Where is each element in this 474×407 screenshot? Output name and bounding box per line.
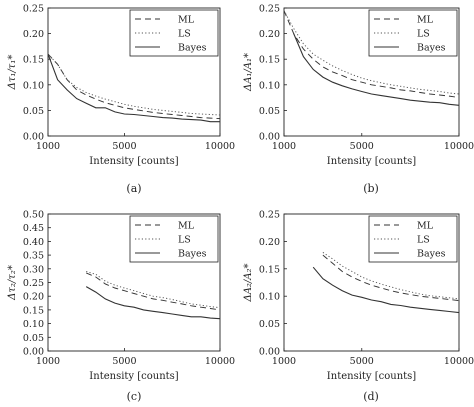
series-line-ml — [47, 53, 221, 120]
legend-label: LS — [417, 235, 430, 246]
y-tick-label: 0.45 — [23, 223, 44, 234]
legend-label: ML — [178, 221, 195, 232]
series-line-ls — [86, 271, 221, 309]
y-tick-label: 0.00 — [259, 347, 280, 358]
y-tick-label: 0.25 — [23, 4, 44, 15]
legend-label: LS — [178, 29, 191, 40]
x-tick-label: 1000 — [36, 356, 60, 367]
plot-frame — [283, 213, 460, 352]
y-axis-label: Δτ₂/τ₂* — [7, 265, 18, 301]
legend-label: ML — [178, 15, 195, 26]
series-line-ls — [47, 53, 221, 116]
legend-label: LS — [178, 235, 191, 246]
y-tick-label: 0.10 — [23, 319, 44, 330]
y-tick-label: 0.20 — [23, 29, 44, 40]
y-tick-label: 0.25 — [23, 278, 44, 289]
y-tick-label: 0.20 — [259, 29, 280, 40]
y-axis-label: ΔA₂/A₂* — [243, 263, 254, 302]
series-line-bayes — [293, 33, 460, 106]
x-tick-label: 10000 — [205, 356, 235, 367]
y-tick-label: 0.10 — [259, 292, 280, 303]
x-tick-label: 10000 — [444, 141, 474, 152]
series-line-ml — [283, 10, 460, 99]
legend-label: LS — [417, 29, 430, 40]
x-tick-label: 1000 — [36, 141, 60, 152]
series-line-ml — [86, 272, 221, 311]
series-line-bayes — [85, 286, 221, 320]
y-tick-label: 0.15 — [259, 264, 280, 275]
y-axis-label: Δτ₁/τ₁* — [7, 55, 18, 91]
x-tick-label: 10000 — [205, 141, 235, 152]
y-tick-label: 0.50 — [23, 210, 44, 221]
y-tick-label: 0.05 — [259, 319, 280, 330]
x-tick-label: 5000 — [350, 141, 374, 152]
series-line-ls — [322, 252, 460, 300]
legend-label: ML — [417, 221, 434, 232]
y-tick-label: 0.00 — [23, 132, 44, 143]
x-axis-label: Intensity [counts] — [89, 156, 178, 167]
y-tick-label: 0.30 — [23, 264, 44, 275]
panel-caption: (d) — [363, 390, 379, 403]
y-tick-label: 0.05 — [23, 333, 44, 344]
legend: ML LS Bayes — [129, 9, 219, 57]
y-tick-label: 0.10 — [259, 80, 280, 91]
legend-box — [368, 215, 458, 263]
x-tick-label: 5000 — [112, 141, 136, 152]
plot-frame — [283, 7, 460, 137]
y-tick-label: 0.15 — [23, 305, 44, 316]
x-axis-label: Intensity [counts] — [89, 371, 178, 382]
legend-label: Bayes — [178, 249, 207, 260]
y-tick-label: 0.10 — [23, 80, 44, 91]
y-tick-label: 0.05 — [23, 106, 44, 117]
y-tick-label: 0.15 — [259, 55, 280, 66]
y-tick-label: 0.05 — [259, 106, 280, 117]
y-tick-label: 0.20 — [259, 237, 280, 248]
y-tick-label: 0.35 — [23, 251, 44, 262]
y-tick-label: 0.40 — [23, 237, 44, 248]
panel-caption: (b) — [363, 182, 379, 195]
y-tick-label: 0.25 — [259, 210, 280, 221]
legend-label: ML — [417, 15, 434, 26]
panel-caption: (c) — [127, 390, 142, 403]
y-tick-label: 0.00 — [23, 347, 44, 358]
legend-box — [129, 9, 219, 57]
x-tick-label: 10000 — [444, 356, 474, 367]
legend: ML LS Bayes — [129, 215, 219, 263]
legend-label: Bayes — [417, 43, 446, 54]
y-tick-label: 0.15 — [23, 55, 44, 66]
panel-2: 0.00 0.05 0.10 0.15 0.20 0.25 0.30 0.35 0.40 0.45… — [7, 210, 235, 404]
y-tick-label: 0.25 — [259, 4, 280, 15]
panel-3: 0.00 0.05 0.10 0.15 0.20 0.25 1000 5000 10000 Int… — [243, 210, 474, 404]
legend: ML LS Bayes — [368, 215, 458, 263]
x-axis-label: Intensity [counts] — [327, 156, 416, 167]
legend-box — [368, 9, 458, 57]
legend-label: Bayes — [178, 43, 207, 54]
series-line-ml — [322, 254, 460, 302]
x-tick-label: 5000 — [350, 356, 374, 367]
panel-1: 0.00 0.05 0.10 0.15 0.20 0.25 1000 5000 10000 Int… — [243, 4, 474, 196]
x-tick-label: 1000 — [272, 141, 296, 152]
panel-caption: (a) — [126, 182, 141, 195]
x-axis-label: Intensity [counts] — [327, 371, 416, 382]
x-tick-label: 5000 — [112, 356, 136, 367]
x-tick-label: 1000 — [272, 356, 296, 367]
y-axis-label: ΔA₁/A₁* — [243, 53, 254, 92]
legend-box — [129, 215, 219, 263]
plot-frame — [47, 7, 221, 137]
legend-label: Bayes — [417, 249, 446, 260]
panel-0: 0.00 0.05 0.10 0.15 0.20 0.25 1000 5000 10000 Int… — [7, 4, 235, 196]
series-line-bayes — [47, 53, 220, 123]
series-line-bayes — [312, 266, 460, 314]
legend: ML LS Bayes — [368, 9, 458, 57]
y-tick-label: 0.20 — [23, 292, 44, 303]
y-tick-label: 0.00 — [259, 132, 280, 143]
